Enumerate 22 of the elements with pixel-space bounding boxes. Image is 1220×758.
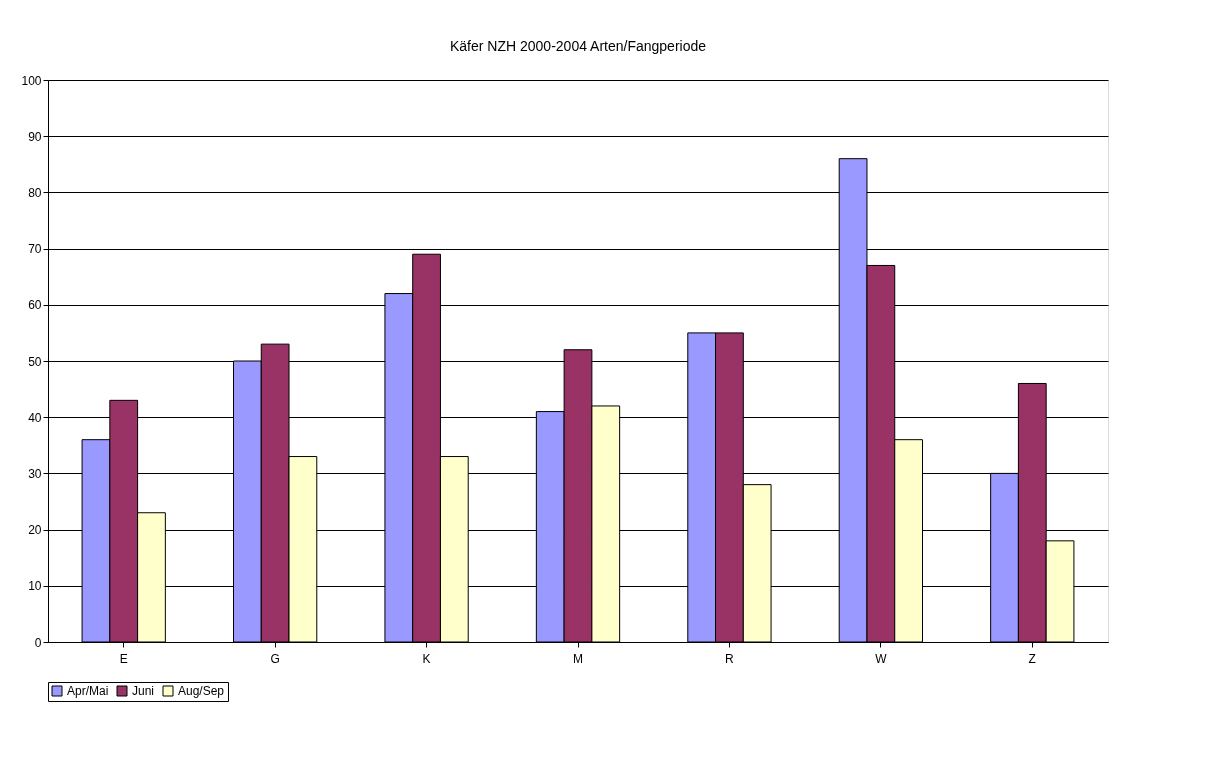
x-tick-label: W	[875, 651, 888, 666]
y-tick-label: 0	[34, 635, 42, 650]
x-tick-label: M	[573, 651, 583, 666]
chart-title: Käfer NZH 2000-2004 Arten/Fangperiode	[449, 38, 707, 54]
x-tick-label: K	[422, 651, 431, 666]
x-tick-label: G	[270, 651, 280, 666]
y-tick-label: 30	[28, 466, 42, 481]
y-tick-label: 20	[28, 523, 42, 538]
y-tick-label: 100	[21, 73, 42, 88]
y-tick-label: 10	[28, 579, 42, 594]
y-tick-label: 80	[28, 185, 42, 200]
x-tick-label: Z	[1028, 651, 1036, 666]
y-tick-label: 40	[28, 410, 42, 425]
y-tick-label: 90	[28, 129, 42, 144]
y-tick-label: 60	[28, 298, 42, 313]
x-tick-label: R	[725, 651, 735, 666]
x-tick-label: E	[119, 651, 128, 666]
legend-label: Juni	[132, 684, 155, 698]
y-tick-label: 70	[28, 242, 42, 257]
legend-label: Aug/Sep	[178, 684, 225, 698]
legend-label: Apr/Mai	[67, 684, 109, 698]
y-tick-label: 50	[28, 354, 42, 369]
